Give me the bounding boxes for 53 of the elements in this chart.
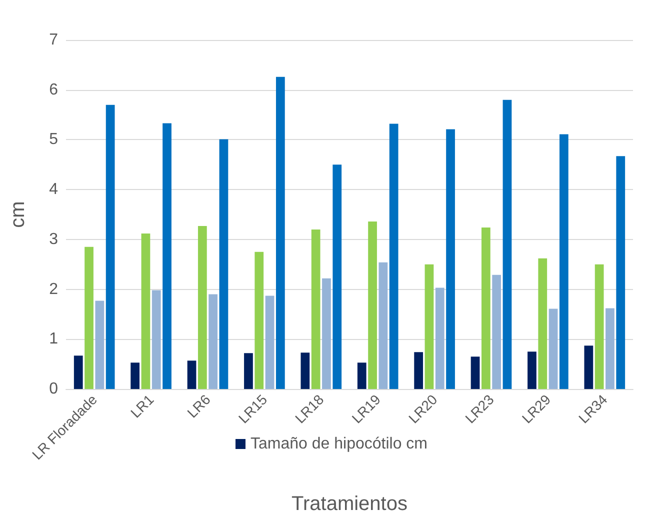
bar (606, 308, 614, 389)
bar (322, 278, 331, 389)
y-axis-title: cm (7, 201, 29, 228)
bar (198, 226, 207, 389)
bar (481, 227, 490, 389)
x-axis-title: Tratamientos (292, 493, 408, 515)
bar (594, 264, 604, 389)
bar (276, 76, 285, 389)
bar (254, 252, 264, 389)
bar (616, 156, 626, 389)
bar (187, 360, 196, 389)
bar (332, 164, 342, 389)
bar (492, 274, 502, 389)
y-tick-label: 7 (49, 32, 58, 48)
bar (502, 100, 512, 389)
bar (378, 262, 388, 389)
y-tick-label: 5 (49, 131, 58, 148)
bar (74, 356, 83, 389)
bar (130, 362, 140, 389)
y-tick-label: 3 (49, 230, 58, 248)
y-tick-label: 0 (49, 380, 58, 398)
bar (300, 352, 310, 389)
bar (311, 229, 320, 389)
bar (470, 356, 480, 389)
bar (265, 296, 274, 389)
bar (584, 346, 594, 389)
bar (435, 288, 444, 389)
bar (141, 233, 150, 389)
bar (548, 308, 558, 389)
bar (528, 352, 536, 389)
bar (208, 294, 218, 389)
bar (559, 134, 568, 389)
bar (414, 352, 424, 389)
bar (95, 300, 104, 389)
y-tick-label: 1 (49, 330, 58, 348)
x-tick-label: LR6 (184, 391, 214, 421)
legend-label: Tamaño de hipocótilo cm (250, 436, 428, 452)
bar (368, 221, 377, 389)
bar (538, 258, 548, 389)
bar (446, 129, 455, 389)
bar (162, 123, 172, 389)
x-tick-label: LR1 (127, 391, 157, 421)
bar (152, 290, 161, 389)
bar (219, 139, 228, 389)
bar (389, 124, 398, 389)
bar (244, 353, 253, 389)
y-tick-label: 6 (49, 81, 58, 98)
y-tick-label: 4 (49, 181, 58, 198)
bar (424, 264, 434, 389)
bar (106, 104, 115, 389)
bar (84, 246, 94, 389)
y-tick-label: 2 (49, 280, 58, 298)
bar (357, 362, 366, 389)
